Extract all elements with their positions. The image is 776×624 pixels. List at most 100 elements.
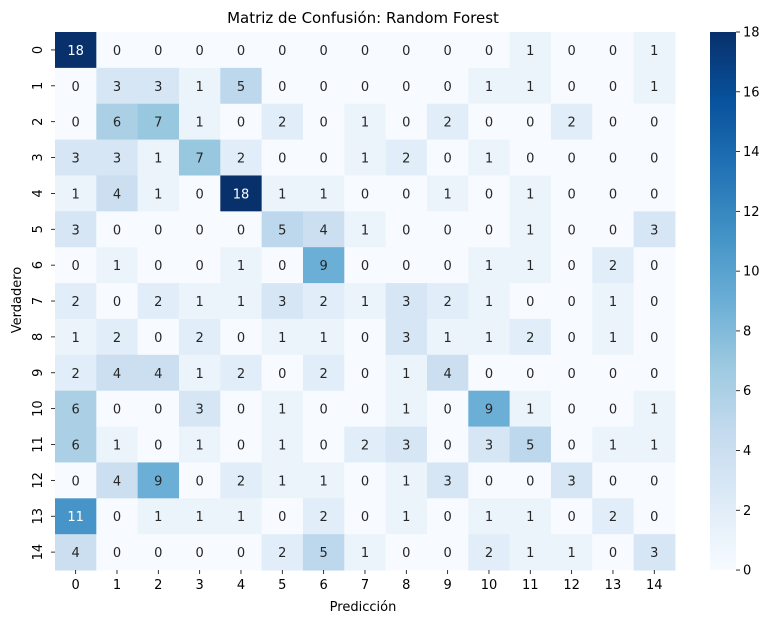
heatmap-cell xyxy=(592,103,635,141)
heatmap-cell xyxy=(96,139,139,176)
heatmap-cell xyxy=(178,354,221,392)
heatmap-cell xyxy=(385,534,428,571)
heatmap-cell xyxy=(550,247,593,284)
x-tick-label: 8 xyxy=(402,578,410,593)
y-tick-label: 6 xyxy=(31,261,46,269)
cell-value-label: 1 xyxy=(72,331,80,346)
cell-value-label: 0 xyxy=(361,331,369,346)
heatmap-cell xyxy=(137,498,180,535)
cell-value-label: 0 xyxy=(609,474,617,489)
x-tick-label: 7 xyxy=(361,578,369,593)
cell-value-label: 1 xyxy=(402,510,410,525)
y-tick-label: 5 xyxy=(31,225,46,233)
cell-value-label: 1 xyxy=(402,403,410,418)
cell-value-label: 0 xyxy=(320,80,328,95)
heatmap-cell xyxy=(55,175,97,212)
x-tick-label: 3 xyxy=(196,578,204,593)
heatmap-cell xyxy=(385,426,428,463)
heatmap-cell xyxy=(550,534,593,571)
cell-value-label: 1 xyxy=(485,259,493,274)
cell-value-label: 0 xyxy=(154,44,162,59)
cell-value-label: 3 xyxy=(443,474,451,489)
heatmap-cell xyxy=(261,462,304,499)
cell-value-label: 0 xyxy=(526,474,534,489)
cell-value-label: 0 xyxy=(113,546,121,561)
x-tick-label: 13 xyxy=(605,578,622,593)
y-tick-label: 12 xyxy=(31,472,46,489)
heatmap-cell xyxy=(550,462,593,499)
cell-value-label: 0 xyxy=(196,474,204,489)
heatmap-cell xyxy=(344,103,387,141)
cell-value-label: 3 xyxy=(113,80,121,95)
heatmap-cell xyxy=(55,103,97,141)
cell-value-label: 0 xyxy=(567,295,575,310)
cell-value-label: 0 xyxy=(485,367,493,382)
heatmap-cell xyxy=(468,390,511,428)
cell-value-label: 18 xyxy=(67,44,84,59)
cell-value-label: 0 xyxy=(526,295,534,310)
cell-value-label: 1 xyxy=(526,187,534,202)
cell-value-label: 0 xyxy=(196,546,204,561)
cell-value-label: 0 xyxy=(278,80,286,95)
cell-value-label: 0 xyxy=(320,116,328,131)
cell-value-label: 3 xyxy=(650,223,658,238)
heatmap-cell xyxy=(178,211,221,248)
heatmap-cell xyxy=(261,534,304,571)
heatmap-cell xyxy=(96,32,139,69)
heatmap-cell xyxy=(633,498,676,535)
heatmap-cell xyxy=(55,139,97,176)
heatmap-cell xyxy=(592,390,635,428)
cell-value-label: 2 xyxy=(237,474,245,489)
y-tick-label: 11 xyxy=(31,436,46,453)
cell-value-label: 0 xyxy=(650,187,658,202)
cell-value-label: 1 xyxy=(113,259,121,274)
heatmap-cell xyxy=(302,462,345,499)
heatmap-cell xyxy=(509,462,552,499)
heatmap-cell xyxy=(178,103,221,141)
cell-value-label: 5 xyxy=(320,546,328,561)
heatmap-cell xyxy=(261,175,304,212)
cell-value-label: 0 xyxy=(113,510,121,525)
cell-value-label: 1 xyxy=(526,259,534,274)
heatmap-cell xyxy=(55,67,97,105)
heatmap-cell xyxy=(261,390,304,428)
cell-value-label: 0 xyxy=(402,546,410,561)
cell-value-label: 1 xyxy=(278,474,286,489)
heatmap-cell xyxy=(592,534,635,571)
heatmap-cell xyxy=(261,32,304,69)
x-axis-label: Predicción xyxy=(330,600,397,615)
cell-value-label: 0 xyxy=(237,439,245,454)
colorbar-tick-label: 12 xyxy=(743,205,760,220)
cell-value-label: 4 xyxy=(113,187,121,202)
cell-value-label: 1 xyxy=(650,439,658,454)
heatmap-cell xyxy=(633,426,676,463)
heatmap-cell xyxy=(509,498,552,535)
colorbar-tick-label: 16 xyxy=(743,85,760,100)
cell-value-label: 0 xyxy=(154,403,162,418)
cell-value-label: 1 xyxy=(278,187,286,202)
y-axis-label: Verdadero xyxy=(10,267,25,334)
heatmap-cell xyxy=(178,426,221,463)
cell-value-label: 4 xyxy=(443,367,451,382)
heatmap-cell xyxy=(178,175,221,212)
cell-value-label: 2 xyxy=(278,116,286,131)
heatmap-cell xyxy=(633,103,676,141)
heatmap-cell xyxy=(550,390,593,428)
heatmap-cell xyxy=(468,175,511,212)
heatmap-cell xyxy=(96,283,139,320)
heatmap-cell xyxy=(550,211,593,248)
cell-value-label: 0 xyxy=(485,44,493,59)
cell-value-label: 9 xyxy=(485,403,493,418)
cell-value-label: 1 xyxy=(361,546,369,561)
x-tick-label: 14 xyxy=(646,578,663,593)
heatmap-cell xyxy=(385,498,428,535)
cell-value-label: 1 xyxy=(361,295,369,310)
heatmap-cell xyxy=(302,67,345,105)
cell-value-label: 0 xyxy=(361,259,369,274)
heatmap-cell xyxy=(426,67,469,105)
heatmap-cell xyxy=(592,283,635,320)
cell-value-label: 0 xyxy=(485,474,493,489)
heatmap-cell xyxy=(96,67,139,105)
cell-value-label: 0 xyxy=(609,187,617,202)
